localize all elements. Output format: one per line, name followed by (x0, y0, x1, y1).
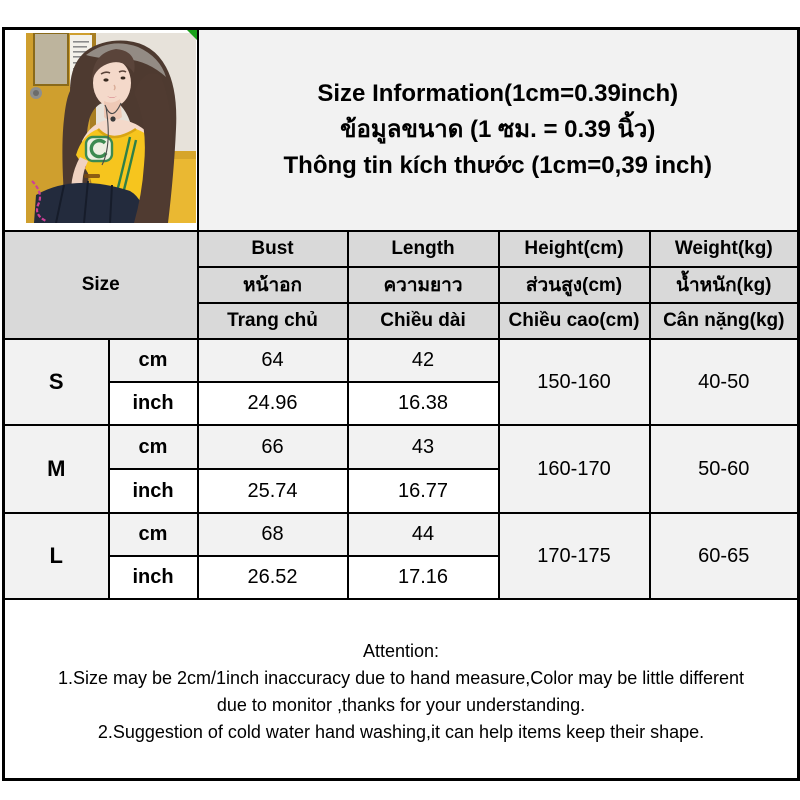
model-fringe (92, 49, 135, 81)
cell-m-inch-bust: 25.74 (196, 468, 349, 514)
attention-note-1: 1.Size may be 2cm/1inch inaccuracy due t… (57, 668, 745, 689)
model-skirt (34, 180, 146, 224)
model-hair-front (134, 73, 173, 223)
cell-s-height: 150-160 (497, 338, 651, 426)
cell-m-inch-length: 16.77 (346, 468, 500, 514)
table-row-m-cm: M cm 66 43 160-170 50-60 (2, 424, 800, 514)
table-row-l-cm: L cm 68 44 170-175 60-65 (2, 512, 800, 600)
cell-m-weight: 50-60 (648, 424, 800, 514)
product-photo (6, 30, 196, 229)
cell-m-cm-bust: 66 (196, 424, 349, 470)
header-height-vi: Chiều cao(cm) (497, 302, 651, 340)
header-bust-vi: Trang chủ (196, 302, 349, 340)
cell-l-cm-length: 44 (346, 512, 500, 557)
size-label-s: S (2, 338, 110, 426)
cell-m-height: 160-170 (497, 424, 651, 514)
table-row-s-cm: S cm 64 42 150-160 40-50 (2, 338, 800, 426)
size-label-l: L (2, 512, 110, 600)
header-length-en: Length (346, 230, 500, 268)
table-row-l-inch: inch 26.52 17.16 (4, 555, 799, 600)
unit-inch: inch (107, 381, 199, 426)
header-bust-th: หน้าอก (196, 266, 349, 304)
product-photo-cell (2, 27, 199, 232)
model-photo-illustration (26, 32, 196, 224)
unit-cm: cm (107, 512, 199, 557)
title-english: Size Information(1cm=0.39inch) (317, 80, 679, 107)
cell-s-inch-bust: 24.96 (196, 381, 349, 426)
title-vietnamese: Thông tin kích thước (1cm=0,39 inch) (283, 152, 713, 179)
cell-l-inch-length: 17.16 (346, 555, 500, 600)
cell-s-weight: 40-50 (648, 338, 800, 426)
pink-chain (31, 180, 47, 222)
header-bust-en: Bust (196, 230, 349, 268)
header-weight-en: Weight(kg) (648, 230, 800, 268)
header-length-vi: Chiều dài (346, 302, 500, 340)
cell-m-cm-length: 43 (346, 424, 500, 470)
cell-l-height: 170-175 (497, 512, 651, 600)
cell-corner-marker-icon (186, 30, 196, 40)
attention-cell: Attention: 1.Size may be 2cm/1inch inacc… (2, 598, 800, 780)
header-height-en: Height(cm) (497, 230, 651, 268)
attention-note-1-cont: due to monitor ,thanks for your understa… (216, 695, 586, 716)
header-weight-th: น้ำหนัก(kg) (648, 266, 800, 304)
header-height-th: ส่วนสูง(cm) (497, 266, 651, 304)
size-chart-sheet: Size Information(1cm=0.39inch) ข้อมูลขนา… (2, 27, 800, 781)
unit-cm: cm (107, 424, 199, 470)
size-label-m: M (2, 424, 110, 514)
cell-l-weight: 60-65 (648, 512, 800, 600)
table-row-s-inch: inch 24.96 16.38 (4, 381, 799, 426)
title-cell: Size Information(1cm=0.39inch) ข้อมูลขนา… (196, 27, 800, 232)
model-necklace (101, 102, 122, 166)
model-neck (104, 99, 122, 121)
size-corner-label: Size (2, 230, 199, 340)
table-row-m-inch: inch 25.74 16.77 (4, 468, 799, 514)
unit-inch: inch (107, 555, 199, 600)
cell-l-cm-bust: 68 (196, 512, 349, 557)
size-table: Size Information(1cm=0.39inch) ข้อมูลขนา… (2, 27, 800, 781)
header-length-th: ความยาว (346, 266, 500, 304)
model-features (100, 70, 127, 75)
cell-s-cm-length: 42 (346, 338, 500, 383)
attention-note-2: 2.Suggestion of cold water hand washing,… (97, 722, 705, 743)
unit-inch: inch (107, 468, 199, 514)
cell-s-inch-length: 16.38 (346, 381, 500, 426)
attention-heading: Attention: (362, 641, 440, 662)
header-weight-vi: Cân nặng(kg) (648, 302, 800, 340)
cell-l-inch-bust: 26.52 (196, 555, 349, 600)
title-thai: ข้อมูลขนาด (1 ซม. = 0.39 นิ้ว) (340, 116, 656, 143)
unit-cm: cm (107, 338, 199, 383)
cell-s-cm-bust: 64 (196, 338, 349, 383)
